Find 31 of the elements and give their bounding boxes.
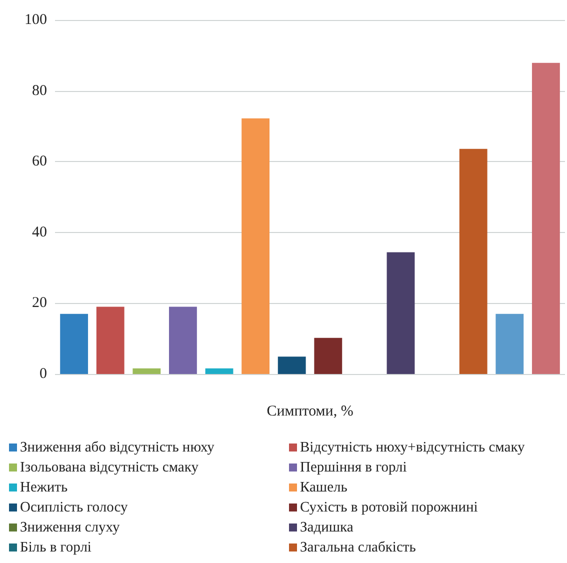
y-tick-label: 100 — [24, 12, 47, 28]
y-tick-label: 80 — [32, 82, 47, 99]
y-tick-label: 40 — [32, 224, 47, 240]
bar — [386, 252, 415, 374]
legend-label: Сухість в ротовій порожнині — [300, 500, 478, 516]
legend-label: Задишка — [300, 520, 354, 536]
bar — [459, 148, 488, 374]
legend-label: Зниження слуху — [20, 520, 120, 536]
bar — [132, 368, 161, 374]
bar — [242, 118, 270, 374]
bar — [314, 338, 342, 374]
legend-label: Біль в горлі — [20, 540, 92, 556]
bar — [205, 368, 234, 374]
bar — [496, 314, 524, 374]
legend-label: Відсутність нюху+відсутність смаку — [300, 440, 526, 456]
legend-label: Кашель — [300, 480, 348, 496]
legend-label: Зниження або відсутність нюху — [20, 440, 216, 456]
y-tick-label: 20 — [32, 295, 47, 312]
legend-label: Осиплість голосу — [20, 500, 128, 516]
y-tick-label: 0 — [40, 366, 47, 382]
x-axis-title: Симптоми, % — [266, 404, 354, 420]
bar — [168, 306, 197, 374]
bar — [532, 62, 560, 374]
legend-label: Загальна слабкість — [300, 540, 416, 556]
bar — [96, 306, 124, 374]
y-tick-label: 60 — [32, 154, 47, 170]
legend-label: Першіння в горлі — [300, 460, 407, 476]
legend-label: Ізольована відсутність смаку — [20, 460, 200, 476]
legend-label: Нежить — [20, 480, 68, 496]
bar — [60, 314, 88, 374]
bar — [278, 356, 306, 374]
